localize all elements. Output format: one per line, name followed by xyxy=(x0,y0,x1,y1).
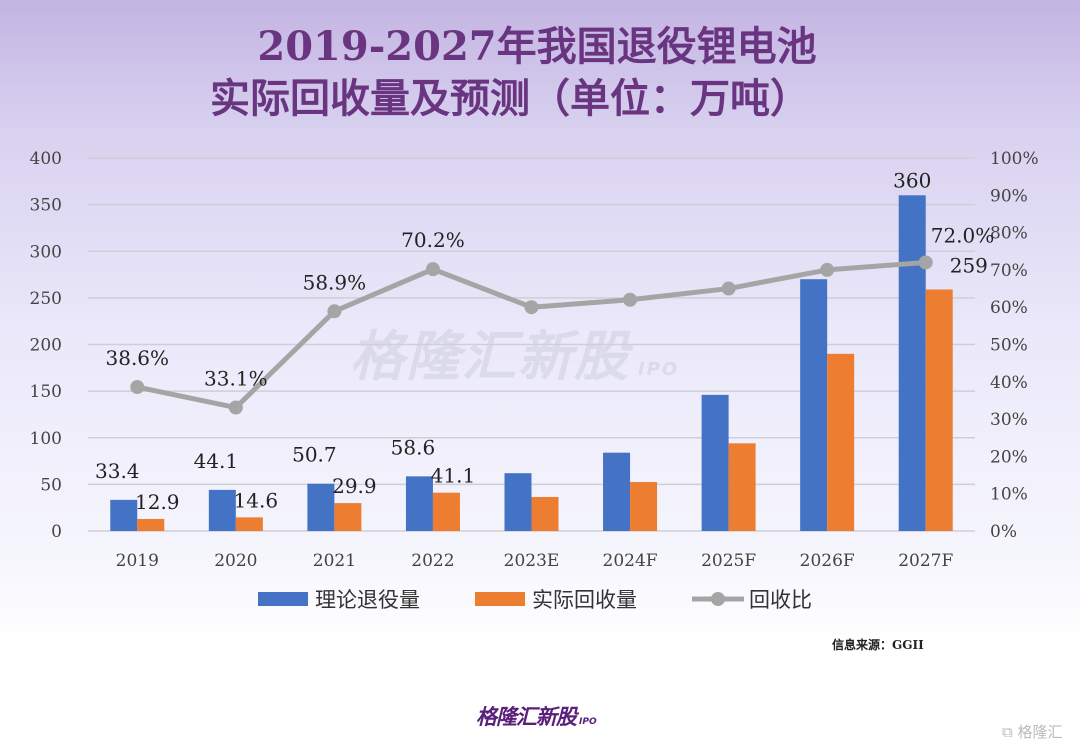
y-left-tick: 300 xyxy=(30,242,62,262)
data-label-theoretical: 33.4 xyxy=(95,459,140,483)
line-point xyxy=(327,304,342,319)
footer-logo-sub: IPO xyxy=(579,717,597,727)
y-right-tick: 80% xyxy=(990,224,1028,244)
y-left-tick: 0 xyxy=(51,522,62,542)
source-note: 信息来源：GGII xyxy=(832,638,924,652)
watermark: 格隆汇新股 IPO xyxy=(350,312,679,391)
data-label-theoretical: 44.1 xyxy=(194,449,239,473)
data-label-ratio: 72.0% xyxy=(931,223,995,247)
data-label-theoretical: 58.6 xyxy=(391,435,436,459)
y-right-tick: 90% xyxy=(990,186,1028,206)
data-label-actual: 14.6 xyxy=(234,488,279,512)
bar-theoretical xyxy=(405,476,433,531)
y-left-tick: 350 xyxy=(30,196,62,216)
legend-swatch xyxy=(258,592,308,606)
y-right-tick: 30% xyxy=(990,410,1028,430)
bar-theoretical xyxy=(307,483,335,531)
bar-actual xyxy=(630,482,658,531)
bar-actual xyxy=(432,492,460,531)
footer-logo-text: 格隆汇新股 xyxy=(476,705,577,729)
bar-theoretical xyxy=(800,279,828,531)
data-label-actual: 29.9 xyxy=(332,474,377,498)
data-label-ratio: 33.1% xyxy=(204,367,268,391)
corner-logo-text: 格隆汇 xyxy=(1017,723,1063,741)
y-left-tick: 200 xyxy=(30,336,62,356)
x-tick: 2019 xyxy=(116,551,159,571)
watermark-sub: IPO xyxy=(638,359,680,380)
bar-actual xyxy=(235,517,263,531)
y-right-tick: 10% xyxy=(990,485,1028,505)
bar-theoretical xyxy=(208,489,236,531)
x-tick: 2021 xyxy=(313,551,356,571)
line-point xyxy=(623,292,638,307)
data-label-actual: 259 xyxy=(950,253,988,277)
y-left-tick: 250 xyxy=(30,289,62,309)
bar-theoretical xyxy=(110,499,138,531)
line-point xyxy=(425,262,440,277)
bar-actual xyxy=(925,289,953,531)
y-right-tick: 70% xyxy=(990,261,1028,281)
bar-actual xyxy=(531,496,559,531)
y-left-tick: 400 xyxy=(30,149,62,169)
bar-actual xyxy=(728,443,756,531)
line-point xyxy=(524,300,539,315)
line-point xyxy=(721,281,736,296)
x-tick: 2023E xyxy=(504,551,560,571)
y-right-tick: 40% xyxy=(990,373,1028,393)
legend-swatch xyxy=(475,592,525,606)
y-right-tick: 100% xyxy=(990,149,1039,169)
y-right-tick: 0% xyxy=(990,522,1017,542)
data-label-theoretical: 360 xyxy=(893,168,931,192)
y-right-tick: 20% xyxy=(990,447,1028,467)
x-tick: 2026F xyxy=(800,551,855,571)
y-right-tick: 50% xyxy=(990,336,1028,356)
line-point xyxy=(228,400,243,415)
bar-actual xyxy=(827,353,855,531)
legend-label: 回收比 xyxy=(749,588,812,612)
data-label-actual: 12.9 xyxy=(135,490,180,514)
y-right-tick: 60% xyxy=(990,298,1028,318)
x-tick: 2022 xyxy=(411,551,454,571)
watermark-text: 格隆汇新股 xyxy=(350,325,630,388)
line-point xyxy=(918,255,933,270)
bar-theoretical xyxy=(898,195,926,532)
x-tick: 2020 xyxy=(214,551,257,571)
bar-theoretical xyxy=(603,452,631,531)
chart-title-line1: 2019-2027年我国退役锂电池 xyxy=(257,23,817,70)
x-tick: 2025F xyxy=(701,551,756,571)
bar-actual xyxy=(137,518,165,531)
y-left-tick: 150 xyxy=(30,382,62,402)
bar-theoretical xyxy=(701,394,729,531)
chart-title-line2: 实际回收量及预测（单位：万吨） xyxy=(210,75,810,122)
footer-logo: 格隆汇新股 IPO xyxy=(476,701,597,731)
legend-label: 理论退役量 xyxy=(315,588,420,612)
corner-logo: ⧉ 格隆汇 xyxy=(1002,723,1063,741)
data-label-ratio: 38.6% xyxy=(106,346,170,370)
data-label-theoretical: 50.7 xyxy=(292,443,337,467)
data-label-ratio: 70.2% xyxy=(401,228,465,252)
legend-swatch-marker xyxy=(711,592,725,606)
data-label-ratio: 58.9% xyxy=(303,270,367,294)
line-point xyxy=(820,262,835,277)
legend-label: 实际回收量 xyxy=(532,588,637,612)
y-left-tick: 100 xyxy=(30,429,62,449)
x-tick: 2027F xyxy=(898,551,953,571)
y-left-tick: 50 xyxy=(40,475,62,495)
bar-actual xyxy=(334,503,362,531)
bar-theoretical xyxy=(504,473,532,531)
line-point xyxy=(130,380,145,395)
x-tick: 2024F xyxy=(603,551,658,571)
data-label-actual: 41.1 xyxy=(431,464,476,488)
